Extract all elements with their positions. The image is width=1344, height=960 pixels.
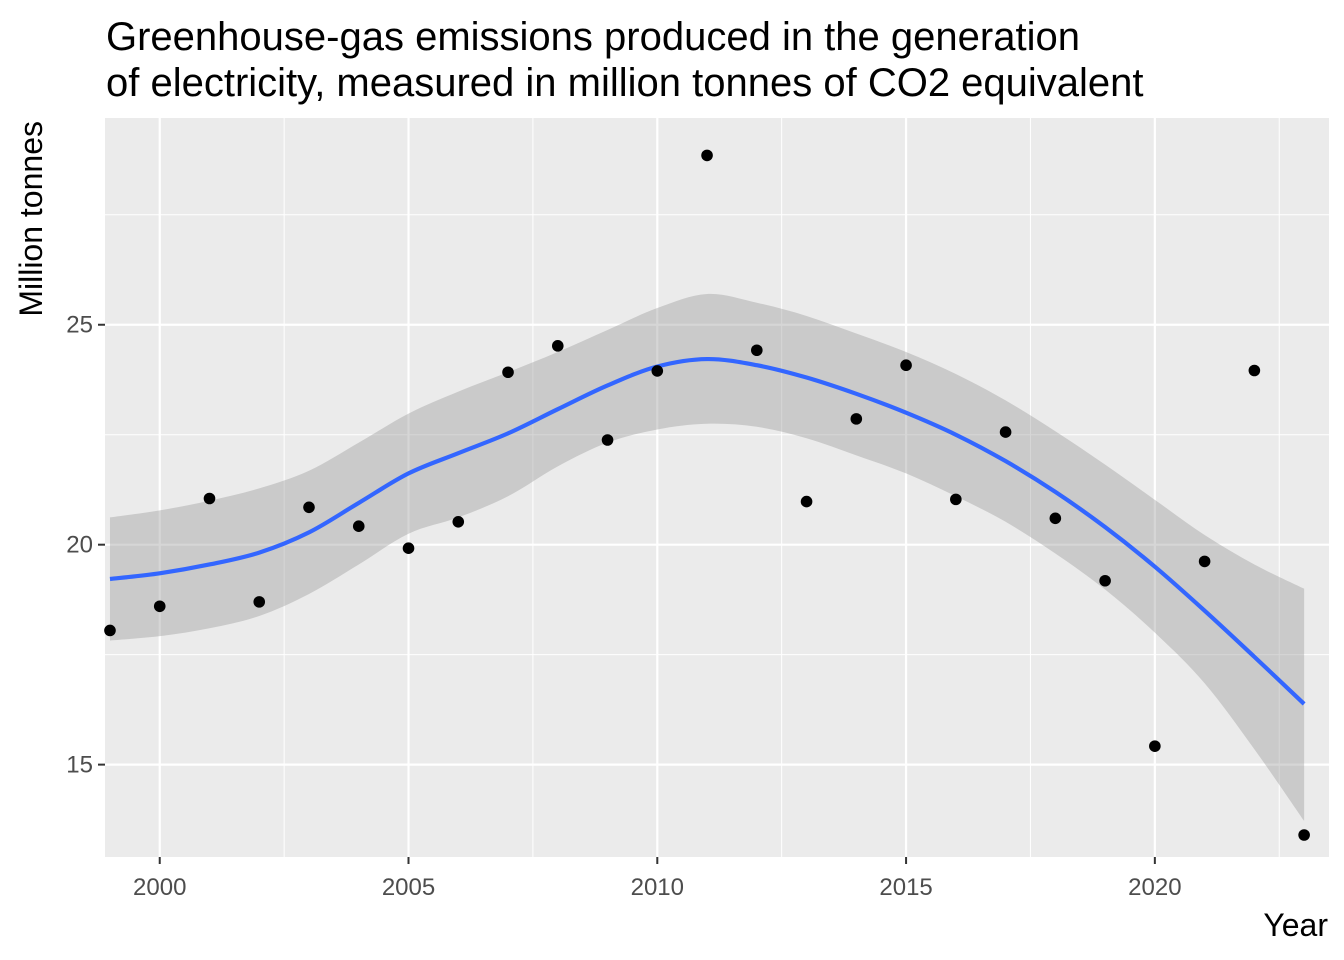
data-point <box>950 493 962 506</box>
y-tick-label: 20 <box>66 532 93 559</box>
y-tick-label: 15 <box>66 752 93 779</box>
plot-panel <box>105 118 1329 857</box>
data-point <box>751 344 763 357</box>
data-point <box>352 520 365 533</box>
data-point <box>502 366 514 379</box>
x-tick-label: 2005 <box>382 874 435 901</box>
data-point <box>551 340 564 352</box>
data-point <box>999 426 1012 438</box>
x-axis-title: Year <box>1263 907 1328 943</box>
data-point <box>153 600 166 613</box>
data-point <box>104 624 116 637</box>
y-axis-ticks: 15 20 25 <box>66 312 105 779</box>
data-point <box>1099 574 1111 587</box>
data-point <box>402 542 415 555</box>
confidence-ribbon <box>109 293 1305 821</box>
data-point <box>800 495 813 508</box>
y-axis-title: Million tonnes <box>13 121 49 317</box>
data-point <box>203 492 216 505</box>
data-point <box>1198 555 1211 568</box>
chart-title-line-2: of electricity, measured in million tonn… <box>106 61 1144 105</box>
y-tick-label: 25 <box>66 312 93 339</box>
data-point <box>1149 740 1161 752</box>
data-point <box>253 596 266 608</box>
minor-gridlines <box>105 118 1329 857</box>
chart-title-line-1: Greenhouse-gas emissions produced in the… <box>106 15 1080 59</box>
data-point <box>452 516 465 528</box>
data-point <box>651 365 664 377</box>
x-tick-label: 2000 <box>133 874 186 901</box>
data-point <box>850 413 863 425</box>
smooth-trend-line <box>109 356 1306 706</box>
data-points <box>104 149 1310 841</box>
data-point <box>900 359 912 372</box>
x-tick-label: 2015 <box>879 874 932 901</box>
major-gridlines <box>105 118 1329 857</box>
data-point <box>303 501 315 514</box>
x-tick-label: 2020 <box>1128 874 1181 901</box>
data-point <box>1248 364 1261 377</box>
data-point <box>701 149 713 162</box>
x-axis-ticks: 2000 2005 2010 2015 2020 <box>133 857 1182 901</box>
data-point <box>601 434 614 446</box>
data-point <box>1298 829 1310 841</box>
x-tick-label: 2010 <box>631 874 684 901</box>
data-point <box>1049 512 1062 525</box>
